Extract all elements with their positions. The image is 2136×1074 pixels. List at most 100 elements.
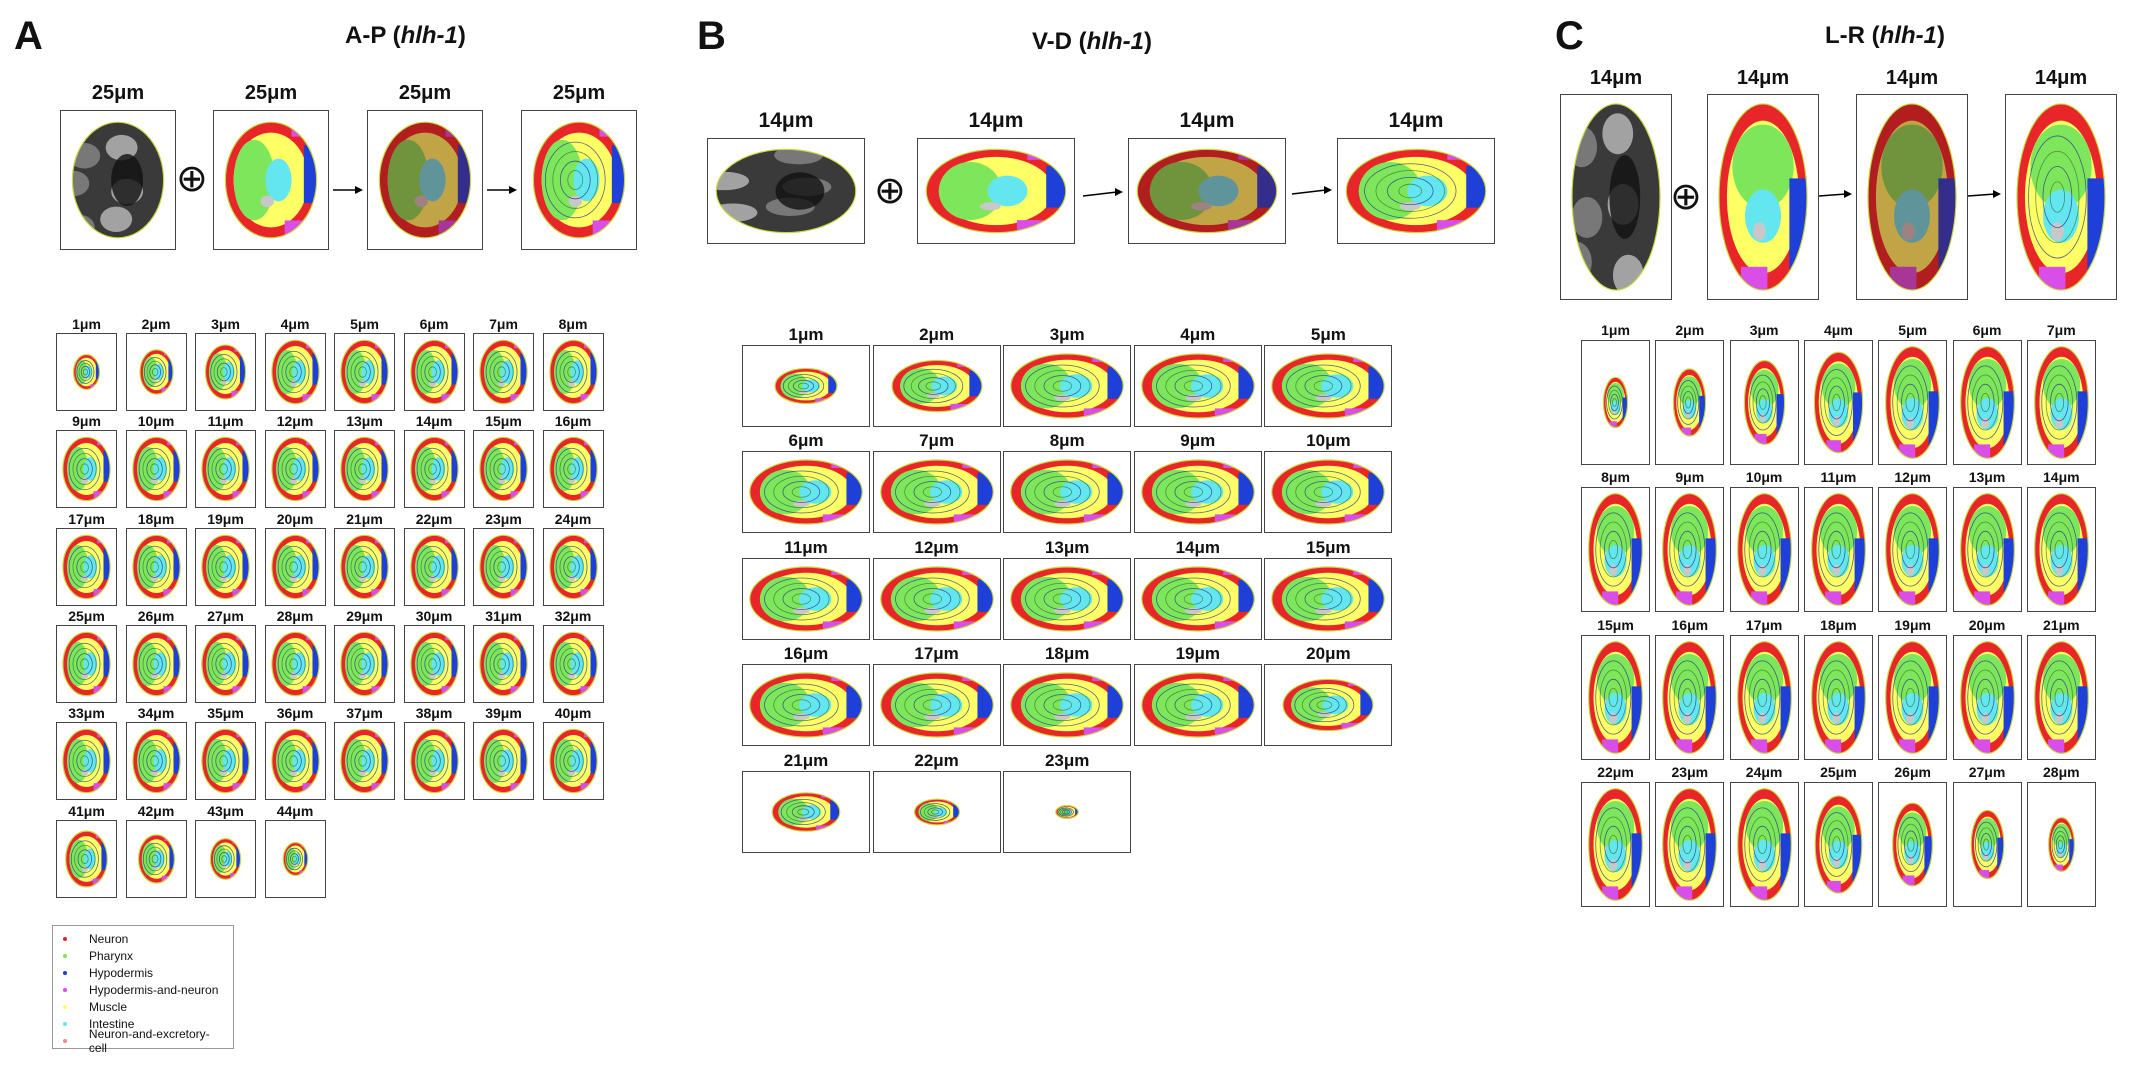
a-slice-16-label: 16μm	[554, 413, 592, 430]
b-slice-7-image	[872, 451, 1001, 534]
c-slice-28-label: 28μm	[2043, 763, 2080, 780]
a-top-2-svg	[224, 121, 318, 239]
b-slice-21-image	[742, 770, 870, 853]
a-slice-12-svg	[270, 437, 320, 502]
a-slice-23-label: 23μm	[485, 510, 522, 527]
c-slice-26: 26μm	[1878, 764, 1948, 907]
b-slice-9-svg	[1141, 459, 1255, 525]
c-top-3: 14μm	[1856, 67, 1968, 300]
b-top-3-image	[1128, 138, 1286, 244]
a-top-4: 25μm	[521, 82, 637, 250]
c-slice-23-image	[1655, 781, 1725, 907]
a-slice-31-image	[473, 624, 534, 703]
a-slice-35-label: 35μm	[207, 705, 244, 722]
c-slice-11-svg	[1811, 493, 1866, 607]
a-slice-44: 44μm	[264, 803, 326, 898]
a-slice-16: 16μm	[542, 413, 604, 509]
a-slice-23: 23μm	[473, 511, 534, 606]
a-slice-1-svg	[72, 353, 101, 391]
c-slice-9-label: 9μm	[1675, 469, 1705, 486]
b-slice-18: 18μm	[1003, 644, 1132, 747]
a-slice-31-svg	[479, 631, 528, 697]
b-slice-16-svg	[749, 672, 863, 738]
b-slice-21-svg	[771, 791, 841, 832]
c-top-1-label: 14μm	[1589, 67, 1643, 89]
a-slice-44-svg	[282, 841, 308, 876]
c-top-2-label: 14μm	[1736, 67, 1790, 89]
b-top-1-label: 14μm	[758, 109, 814, 132]
a-slice-30-image	[403, 624, 465, 703]
a-slice-17-svg	[62, 534, 111, 599]
c-slice-3-image	[1729, 340, 1799, 465]
a-slice-22-svg	[409, 534, 459, 599]
b-slice-14-label: 14μm	[1175, 537, 1221, 557]
panel-title-c-prefix: L-R (	[1825, 22, 1880, 49]
a-slice-19-image	[195, 527, 256, 606]
legend-label: Neuron-and-excretory-cell	[88, 1026, 210, 1055]
a-slice-43-label: 43μm	[207, 802, 244, 819]
a-slice-24-svg	[548, 534, 598, 599]
a-slice-14-label: 14μm	[415, 413, 453, 430]
b-slice-10-label: 10μm	[1306, 431, 1351, 451]
a-slice-21-label: 21μm	[346, 510, 383, 527]
a-slice-16-image	[542, 430, 604, 509]
a-slice-18-label: 18μm	[137, 510, 175, 527]
c-slice-4: 4μm	[1803, 322, 1873, 465]
b-slice-13-svg	[1010, 566, 1124, 632]
b-slice-13-image	[1003, 557, 1132, 640]
b-slice-17-label: 17μm	[914, 644, 959, 664]
b-slice-12-label: 12μm	[914, 537, 959, 557]
b-slice-20-label: 20μm	[1306, 644, 1351, 664]
c-slice-8-label: 8μm	[1601, 469, 1630, 486]
b-slice-8-svg	[1010, 459, 1124, 525]
a-slice-31: 31μm	[473, 608, 534, 703]
a-slice-17-image	[56, 527, 117, 606]
panel-title-c-gene: hlh-1	[1879, 22, 1937, 49]
b-slice-8-label: 8μm	[1049, 431, 1085, 451]
c-slice-14-label: 14μm	[2043, 469, 2080, 486]
a-slice-39-label: 39μm	[485, 705, 522, 722]
a-slice-40-label: 40μm	[554, 705, 592, 722]
c-slice-17-svg	[1736, 640, 1792, 754]
a-slice-24-label: 24μm	[554, 510, 592, 527]
c-top-2: 14μm	[1707, 67, 1819, 300]
a-slice-12-label: 12μm	[276, 413, 314, 430]
b-top-1-svg	[715, 148, 857, 234]
a-slice-42-svg	[137, 833, 175, 884]
a-slice-27-image	[195, 624, 256, 703]
c-slice-15-svg	[1588, 640, 1643, 754]
a-slice-14-image	[403, 430, 465, 509]
a-slice-41: 41μm	[56, 803, 117, 898]
a-slice-19-label: 19μm	[207, 510, 244, 527]
c-slice-18: 18μm	[1803, 617, 1873, 760]
b-slice-2-svg	[891, 359, 983, 413]
a-slice-40-svg	[548, 728, 598, 794]
c-slice-22-label: 22μm	[1597, 763, 1634, 780]
panel-title-a-gene: hlh-1	[400, 22, 458, 49]
b-combine-operator: ⊕	[874, 170, 906, 212]
b-slice-6-label: 6μm	[788, 431, 824, 451]
b-slice-5: 5μm	[1264, 325, 1393, 427]
c-slice-18-svg	[1811, 640, 1866, 754]
c-top-1-svg	[1571, 103, 1661, 291]
a-slice-29-svg	[340, 631, 389, 697]
b-slice-8-image	[1003, 451, 1132, 534]
b-slice-1-svg	[774, 367, 838, 405]
c-top-4-label: 14μm	[2034, 67, 2088, 89]
b-top-2-label: 14μm	[968, 109, 1024, 132]
legend-item: Muscle	[63, 998, 225, 1015]
legend-label: Pharynx	[89, 948, 134, 963]
panel-title-a-suffix: )	[457, 22, 466, 49]
b-slice-14-image	[1133, 557, 1262, 640]
c-slice-28: 28μm	[2026, 763, 2096, 907]
b-slice-23: 23μm	[1003, 751, 1132, 853]
a-slice-25: 25μm	[56, 608, 117, 703]
b-slice-15-label: 15μm	[1306, 537, 1351, 557]
a-slice-3-label: 3μm	[211, 316, 240, 332]
c-slice-14: 14μm	[2026, 469, 2096, 613]
a-slice-16-svg	[548, 437, 598, 502]
b-slice-18-svg	[1010, 672, 1124, 738]
c-slice-2-label: 2μm	[1675, 322, 1705, 338]
a-slice-22-label: 22μm	[415, 510, 453, 527]
c-slice-19-image	[1878, 634, 1948, 760]
